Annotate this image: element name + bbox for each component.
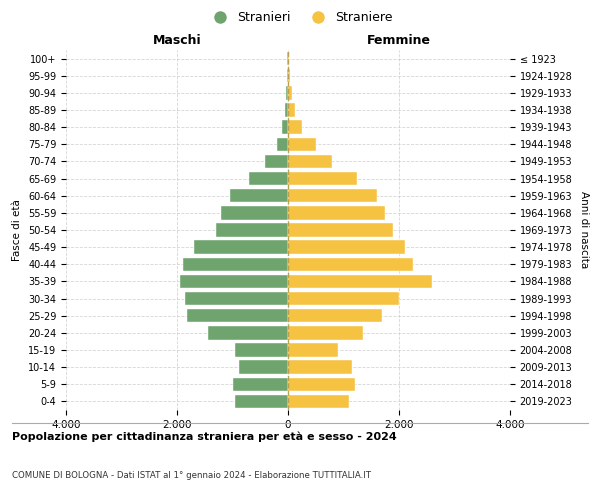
Bar [185,292,288,306]
Bar [265,154,288,168]
Bar [288,69,290,82]
Bar [288,52,289,66]
Bar [288,206,385,220]
Bar [288,86,292,100]
Bar [284,104,288,117]
Bar [208,326,288,340]
Bar [288,378,355,391]
Bar [288,138,316,151]
Text: COMUNE DI BOLOGNA - Dati ISTAT al 1° gennaio 2024 - Elaborazione TUTTITALIA.IT: COMUNE DI BOLOGNA - Dati ISTAT al 1° gen… [12,471,371,480]
Bar [239,360,288,374]
Bar [230,189,288,202]
Bar [288,120,302,134]
Bar [288,172,358,186]
Bar [288,258,413,271]
Bar [288,394,349,408]
Bar [235,344,288,356]
Bar [277,138,288,151]
Bar [288,189,377,202]
Bar [288,344,338,356]
Bar [187,309,288,322]
Bar [283,120,288,134]
Bar [249,172,288,186]
Bar [235,394,288,408]
Bar [288,224,394,236]
Bar [286,86,288,100]
Bar [288,240,404,254]
Bar [233,378,288,391]
Bar [287,69,288,82]
Y-axis label: Fasce di età: Fasce di età [13,199,22,261]
Text: Maschi: Maschi [152,34,202,48]
Bar [182,258,288,271]
Bar [194,240,288,254]
Bar [221,206,288,220]
Text: Popolazione per cittadinanza straniera per età e sesso - 2024: Popolazione per cittadinanza straniera p… [12,432,397,442]
Bar [288,309,382,322]
Bar [180,274,288,288]
Legend: Stranieri, Straniere: Stranieri, Straniere [202,6,398,29]
Bar [288,360,352,374]
Bar [288,154,332,168]
Bar [216,224,288,236]
Y-axis label: Anni di nascita: Anni di nascita [579,192,589,268]
Bar [288,104,295,117]
Text: Femmine: Femmine [367,34,431,48]
Bar [288,274,432,288]
Bar [288,326,363,340]
Bar [288,292,399,306]
